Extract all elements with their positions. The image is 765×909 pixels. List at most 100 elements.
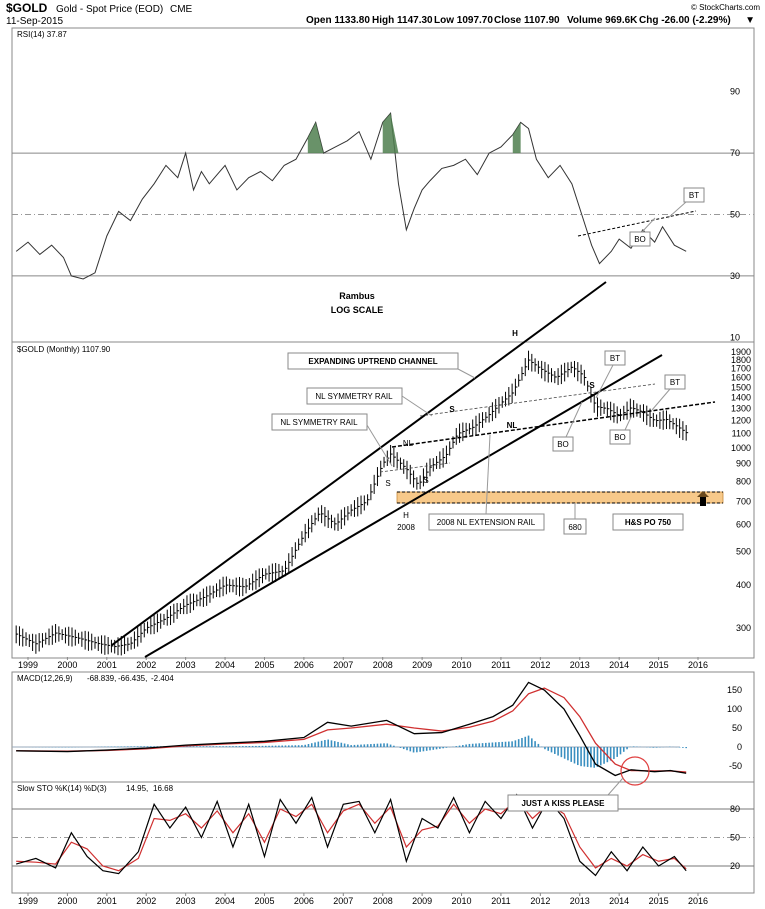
price-680-label: 680 xyxy=(568,523,582,532)
sto-d-line xyxy=(16,798,687,872)
sto-label: Slow STO %K(14) %D(3) 14.95, 16.68 xyxy=(17,784,174,793)
nl-extension-pointer xyxy=(485,434,491,515)
rsi-y-tick: 70 xyxy=(730,148,740,158)
price-y-tick: 1900 xyxy=(731,347,751,357)
macd-line xyxy=(16,681,687,777)
sto-name: Slow STO %K(14) %D(3) xyxy=(17,784,107,793)
price-bo-box-2 xyxy=(609,429,631,445)
x-tick-year: 2002 xyxy=(136,660,156,670)
x-tick-year: 2011 xyxy=(491,660,510,670)
expanding-channel-label: EXPANDING UPTREND CHANNEL xyxy=(308,357,437,366)
price-y-tick: 1700 xyxy=(731,364,751,374)
price-bo-label-1: BO xyxy=(557,440,569,449)
macd-y-tick: 100 xyxy=(727,704,742,714)
support-zone xyxy=(396,491,724,504)
price-y-tick: 1000 xyxy=(731,443,751,453)
rambus-label: Rambus xyxy=(339,291,375,301)
x-tick-year: 2016 xyxy=(688,660,708,670)
x-tick-year: 2005 xyxy=(254,660,274,670)
open-value: Open 1133.80 xyxy=(306,15,370,26)
nl-symmetry-label-1: NL SYMMETRY RAIL xyxy=(315,392,393,401)
rsi-bo-box xyxy=(629,231,651,247)
x-tick-year: 2007 xyxy=(333,660,353,670)
price-bt-box-2 xyxy=(664,374,686,390)
price-bo-label-2: BO xyxy=(614,433,626,442)
expanding-channel-pointer xyxy=(457,368,476,379)
rsi-line xyxy=(15,111,687,280)
price-y-tick: 300 xyxy=(736,623,751,633)
price-y-tick: 1800 xyxy=(731,355,751,365)
x-tick-year: 2010 xyxy=(452,896,472,906)
down-arrow-icon: ▼ xyxy=(745,15,755,26)
price-bt-box-1 xyxy=(604,350,626,366)
x-tick-year: 2007 xyxy=(333,896,353,906)
volume-value: Volume 969.6K xyxy=(567,15,638,26)
rsi-label: RSI(14) 37.87 xyxy=(17,30,67,39)
rsi-bo-pointer xyxy=(641,217,656,233)
price-y-tick: 1500 xyxy=(731,382,751,392)
x-tick-year: 1999 xyxy=(18,660,38,670)
x-axes: 1999 2000 2001 2002 2003 2004 2005 2006 2007 2008… xyxy=(18,657,708,906)
price-plot: 300 400 500 600 700 800 900 1000 1100 1200 1300140… xyxy=(15,347,751,656)
rsi-bt-box xyxy=(683,187,705,203)
rsi-y-tick: 30 xyxy=(730,271,740,281)
price-annotations: EXPANDING UPTREND CHANNEL NL SYMMETRY RA… xyxy=(111,281,724,658)
nl-extension-label: 2008 NL EXTENSION RAIL xyxy=(437,518,536,527)
price-bt-label-1: BT xyxy=(610,354,620,363)
high-value: High 1147.30 xyxy=(372,15,433,26)
price-bt-pointer-1 xyxy=(595,364,614,399)
kiss-pointer xyxy=(607,777,624,796)
kiss-circle xyxy=(620,756,650,786)
x-tick-year: 2005 xyxy=(254,896,274,906)
price-bo-pointer-2 xyxy=(624,414,633,431)
nl-symmetry-label-2: NL SYMMETRY RAIL xyxy=(280,418,358,427)
small-left-shoulder: S xyxy=(385,479,390,488)
x-tick-year: 2003 xyxy=(176,660,196,670)
rsi-overbought-fill xyxy=(307,122,324,154)
log-scale-label: LOG SCALE xyxy=(331,305,384,315)
nl-symmetry-rail-lower xyxy=(379,462,451,473)
price-y-tick: 700 xyxy=(736,496,751,506)
x-tick-year: 2006 xyxy=(294,896,314,906)
macd-panel-frame xyxy=(11,671,755,783)
x-tick-year: 2008 xyxy=(373,660,393,670)
x-tick-year: 2008 xyxy=(373,896,393,906)
price-bo-box-1 xyxy=(552,436,574,452)
channel-upper-line xyxy=(111,281,607,646)
sto-plot: 20 50 80 xyxy=(12,793,754,877)
hs-po-box xyxy=(612,513,684,531)
price-bo-pointer-1 xyxy=(565,401,583,438)
sto-y-tick: 20 xyxy=(730,861,740,871)
nl-symmetry-pointer-2 xyxy=(366,424,393,467)
x-tick-year: 2015 xyxy=(649,896,669,906)
macd-y-tick: -50 xyxy=(729,761,742,771)
macd-signal-line xyxy=(16,687,687,773)
price-bt-pointer-2 xyxy=(651,388,671,411)
small-right-shoulder: S xyxy=(423,476,428,485)
x-tick-year: 2002 xyxy=(136,896,156,906)
instrument-name: Gold - Spot Price (EOD) xyxy=(56,4,163,15)
price-y-tick: 400 xyxy=(736,580,751,590)
chart-header: $GOLD Gold - Spot Price (EOD) CME 11-Sep… xyxy=(6,1,760,27)
price-y-tick: 1200 xyxy=(731,416,751,426)
rsi-bo-label: BO xyxy=(634,235,646,244)
x-tick-year: 2010 xyxy=(452,660,472,670)
target-arrow-icon xyxy=(697,491,709,497)
macd-plot: -50 0 50 100 150 xyxy=(12,681,742,777)
macd-value-2: -66.435, xyxy=(118,674,147,683)
x-tick-year: 2000 xyxy=(57,896,77,906)
x-tick-year: 2013 xyxy=(570,896,590,906)
channel-lower-line xyxy=(144,354,663,658)
nl-symmetry-pointer-1 xyxy=(401,395,433,417)
right-shoulder-label: S xyxy=(589,381,595,390)
x-tick-year: 2001 xyxy=(97,896,117,906)
rsi-support-line xyxy=(577,210,697,237)
macd-name: MACD(12,26,9) xyxy=(17,674,73,683)
sto-panel-frame xyxy=(11,781,755,894)
x-tick-year: 2015 xyxy=(649,660,669,670)
sto-value-1: 14.95, xyxy=(126,784,148,793)
nl-symmetry-rail-upper xyxy=(419,383,656,417)
x-tick-year: 2000 xyxy=(57,660,77,670)
rsi-plot: 10 30 50 70 90 xyxy=(12,87,754,342)
